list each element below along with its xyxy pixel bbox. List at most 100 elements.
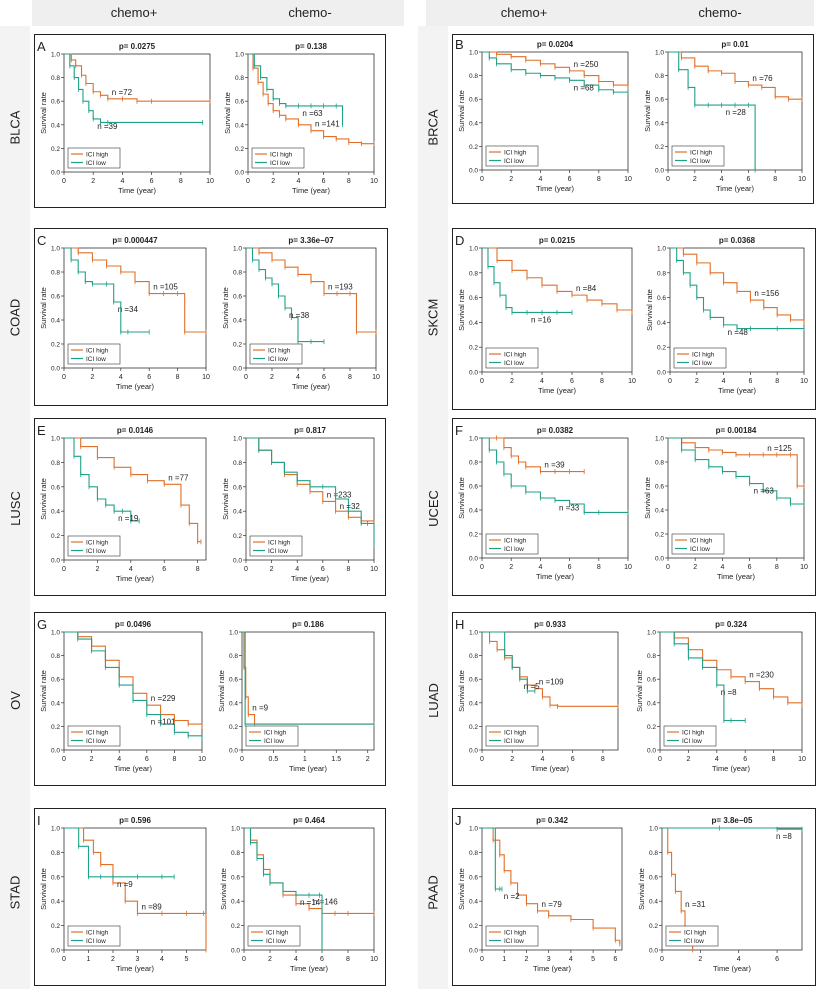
legend-label-high-b_neg: ICI high	[690, 150, 713, 157]
x-tick-label-b_pos: 4	[538, 176, 542, 183]
panel-box-d	[452, 228, 816, 410]
n-label-low-a_pos: n =39	[97, 122, 118, 131]
x-tick-label-j_pos: 0	[480, 956, 484, 963]
y-tick-label-e_pos: 0.0	[51, 558, 60, 565]
y-tick-label-a_pos: 0.6	[51, 99, 60, 106]
y-tick-label-d_pos: 0.2	[469, 345, 478, 352]
y-tick-label-e_neg: 1.0	[233, 436, 242, 443]
legend-label-low-f_neg: ICI low	[690, 546, 710, 553]
x-tick-label-f_neg: 8	[775, 564, 779, 571]
x-tick-label-a_pos: 8	[179, 178, 183, 185]
x-tick-label-b_pos: 10	[624, 176, 632, 183]
x-tick-label-d_neg: 4	[722, 378, 726, 385]
y-tick-label-h_neg: 0.8	[647, 653, 656, 660]
y-tick-label-e_pos: 0.8	[51, 460, 60, 467]
panel-letter-i_pos: I	[37, 813, 41, 828]
x-tick-label-c_neg: 8	[348, 374, 352, 381]
y-axis-label-a_pos: Survival rate	[39, 92, 48, 134]
chart-title-h_neg: p= 0.324	[715, 620, 747, 629]
y-axis-label-j_neg: Survival rate	[637, 868, 646, 910]
y-tick-label-c_pos: 0.0	[51, 366, 60, 373]
chart-title-a_pos: p= 0.0275	[119, 42, 156, 51]
plot-area-i_neg	[243, 827, 375, 951]
y-tick-label-g_pos: 0.4	[51, 700, 60, 707]
chart-title-a_neg: p= 0.138	[295, 42, 327, 51]
x-tick-label-c_pos: 0	[62, 374, 66, 381]
y-axis-label-g_pos: Survival rate	[39, 670, 48, 712]
legend-label-high-a_pos: ICI high	[86, 152, 109, 159]
legend-label-low-c_pos: ICI low	[86, 356, 106, 363]
x-tick-label-a_pos: 4	[120, 178, 124, 185]
y-tick-label-h_neg: 0.4	[647, 700, 656, 707]
x-tick-label-i_neg: 10	[370, 956, 378, 963]
legend-label-low-g_neg: ICI low	[264, 738, 284, 745]
legend-label-low-h_neg: ICI low	[682, 738, 702, 745]
y-tick-label-b_pos: 1.0	[469, 50, 478, 57]
plot-area-c_pos	[63, 247, 207, 369]
y-tick-label-i_neg: 0.0	[231, 948, 240, 955]
y-tick-label-i_pos: 0.2	[51, 923, 60, 930]
y-tick-label-f_neg: 0.4	[655, 508, 664, 515]
legend-label-high-c_neg: ICI high	[268, 348, 291, 355]
x-tick-label-d_neg: 8	[775, 378, 779, 385]
x-tick-label-c_pos: 4	[119, 374, 123, 381]
y-axis-label-b_pos: Survival rate	[457, 90, 466, 132]
x-tick-label-e_pos: 2	[95, 566, 99, 573]
x-tick-label-e_pos: 4	[129, 566, 133, 573]
x-tick-label-e_pos: 0	[62, 566, 66, 573]
y-tick-label-b_pos: 0.2	[469, 144, 478, 151]
y-axis-label-i_neg: Survival rate	[219, 868, 228, 910]
y-tick-label-a_neg: 0.0	[235, 170, 244, 177]
y-tick-label-e_neg: 0.4	[233, 509, 242, 516]
panel-letter-e_pos: E	[37, 423, 46, 438]
chart-title-e_neg: p= 0.817	[294, 426, 326, 435]
y-tick-label-e_pos: 0.4	[51, 509, 60, 516]
y-tick-label-b_pos: 0.8	[469, 73, 478, 80]
y-tick-label-g_neg: 0.4	[229, 700, 238, 707]
y-tick-label-j_pos: 0.2	[469, 923, 478, 930]
row-band-right	[418, 26, 448, 989]
panel-box-h	[452, 612, 816, 786]
x-axis-label-f_neg: Time (year)	[717, 572, 756, 581]
legend-label-low-c_neg: ICI low	[268, 356, 288, 363]
x-tick-label-i_pos: 0	[62, 956, 66, 963]
x-tick-label-d_pos: 2	[510, 378, 514, 385]
chart-title-i_neg: p= 0.464	[293, 816, 325, 825]
x-tick-label-h_neg: 6	[743, 756, 747, 763]
header-band-left	[32, 0, 404, 26]
y-tick-label-f_pos: 0.0	[469, 556, 478, 563]
x-tick-label-f_neg: 10	[800, 564, 808, 571]
x-tick-label-g_pos: 6	[145, 756, 149, 763]
x-tick-label-b_neg: 4	[720, 176, 724, 183]
y-tick-label-h_neg: 0.2	[647, 724, 656, 731]
y-tick-label-g_pos: 0.6	[51, 677, 60, 684]
x-axis-label-c_neg: Time (year)	[292, 382, 331, 391]
x-tick-label-b_pos: 6	[568, 176, 572, 183]
y-tick-label-j_neg: 0.8	[649, 850, 658, 857]
chart-title-c_neg: p= 3.36e−07	[288, 236, 334, 245]
y-tick-label-d_neg: 0.6	[657, 295, 666, 302]
x-axis-label-a_neg: Time (year)	[292, 186, 331, 195]
x-tick-label-f_pos: 4	[538, 564, 542, 571]
x-tick-label-c_neg: 2	[270, 374, 274, 381]
x-tick-label-e_neg: 10	[370, 566, 378, 573]
x-tick-label-j_neg: 4	[737, 956, 741, 963]
y-tick-label-j_neg: 0.6	[649, 874, 658, 881]
x-tick-label-f_pos: 6	[568, 564, 572, 571]
x-tick-label-j_pos: 4	[569, 956, 573, 963]
x-tick-label-a_pos: 10	[206, 178, 214, 185]
y-tick-label-e_pos: 1.0	[51, 436, 60, 443]
x-tick-label-h_neg: 2	[686, 756, 690, 763]
y-tick-label-a_neg: 0.2	[235, 146, 244, 153]
x-tick-label-i_pos: 2	[111, 956, 115, 963]
y-tick-label-h_pos: 0.6	[469, 677, 478, 684]
km-curve-low-a_pos	[64, 53, 203, 123]
x-tick-label-b_pos: 0	[480, 176, 484, 183]
x-axis-label-j_pos: Time (year)	[533, 964, 572, 973]
y-tick-label-f_pos: 0.8	[469, 460, 478, 467]
y-tick-label-e_neg: 0.0	[233, 558, 242, 565]
x-axis-label-a_pos: Time (year)	[118, 186, 157, 195]
km-curve-low-e_pos	[64, 437, 140, 522]
n-label-high-a_neg: n =141	[315, 120, 340, 129]
x-tick-label-a_neg: 4	[296, 178, 300, 185]
